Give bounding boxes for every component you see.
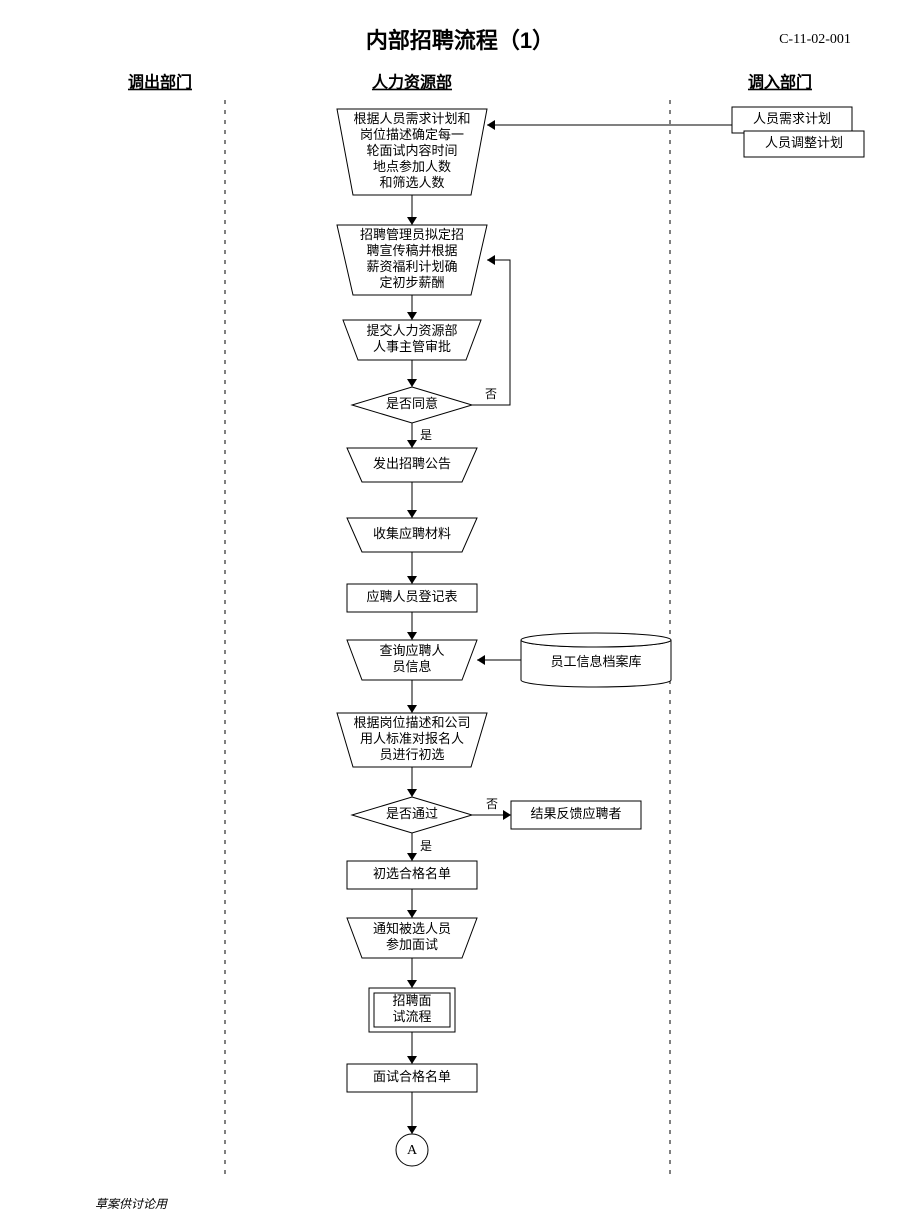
svg-text:是: 是 (420, 839, 432, 853)
flowchart-canvas: 内部招聘流程（1） C-11-02-001 调出部门 人力资源部 调入部门草案供讨论用 否… (0, 0, 920, 1226)
svg-text:人事主管审批: 人事主管审批 (373, 339, 451, 354)
svg-text:招聘面: 招聘面 (392, 993, 431, 1008)
svg-text:是: 是 (420, 428, 432, 442)
svg-text:招聘管理员拟定招: 招聘管理员拟定招 (360, 227, 464, 242)
svg-text:参加面试: 参加面试 (386, 937, 438, 952)
lane-left-header: 调出部门 (128, 73, 192, 92)
svg-text:试流程: 试流程 (392, 1009, 431, 1024)
svg-text:结果反馈应聘者: 结果反馈应聘者 (530, 806, 621, 821)
lane-right-header: 调入部门 (748, 73, 812, 92)
svg-text:查询应聘人: 查询应聘人 (379, 643, 444, 658)
page-title: 内部招聘流程（1） (366, 28, 554, 53)
lane-center-header: 人力资源部 (372, 73, 452, 92)
svg-text:轮面试内容时间: 轮面试内容时间 (366, 143, 457, 158)
svg-text:A: A (407, 1143, 418, 1158)
svg-text:发出招聘公告: 发出招聘公告 (373, 456, 451, 471)
svg-text:人员调整计划: 人员调整计划 (765, 135, 843, 150)
svg-text:初选合格名单: 初选合格名单 (373, 866, 451, 881)
svg-text:聘宣传稿并根据: 聘宣传稿并根据 (366, 243, 457, 258)
svg-text:面试合格名单: 面试合格名单 (373, 1069, 451, 1084)
svg-text:根据人员需求计划和: 根据人员需求计划和 (353, 111, 470, 126)
svg-text:员信息: 员信息 (392, 659, 431, 674)
svg-text:和筛选人数: 和筛选人数 (379, 175, 444, 190)
svg-text:提交人力资源部: 提交人力资源部 (366, 323, 457, 338)
svg-text:否: 否 (485, 387, 497, 401)
svg-text:员工信息档案库: 员工信息档案库 (550, 654, 641, 669)
svg-text:员进行初选: 员进行初选 (379, 747, 444, 762)
svg-text:通知被选人员: 通知被选人员 (373, 921, 451, 936)
svg-text:地点参加人数: 地点参加人数 (373, 159, 451, 174)
svg-text:根据岗位描述和公司: 根据岗位描述和公司 (353, 715, 470, 730)
svg-text:收集应聘材料: 收集应聘材料 (373, 526, 451, 541)
svg-text:定初步薪酬: 定初步薪酬 (379, 275, 444, 290)
doc-code: C-11-02-001 (779, 32, 851, 47)
svg-text:否: 否 (486, 797, 498, 811)
svg-text:应聘人员登记表: 应聘人员登记表 (366, 589, 457, 604)
svg-text:人员需求计划: 人员需求计划 (753, 111, 831, 126)
svg-text:薪资福利计划确: 薪资福利计划确 (366, 259, 457, 274)
footer: 草案供讨论用 (95, 1197, 168, 1211)
svg-text:用人标准对报名人: 用人标准对报名人 (360, 731, 464, 746)
svg-text:是否通过: 是否通过 (386, 806, 438, 821)
svg-text:岗位描述确定每一: 岗位描述确定每一 (360, 127, 464, 142)
svg-text:是否同意: 是否同意 (386, 396, 438, 411)
